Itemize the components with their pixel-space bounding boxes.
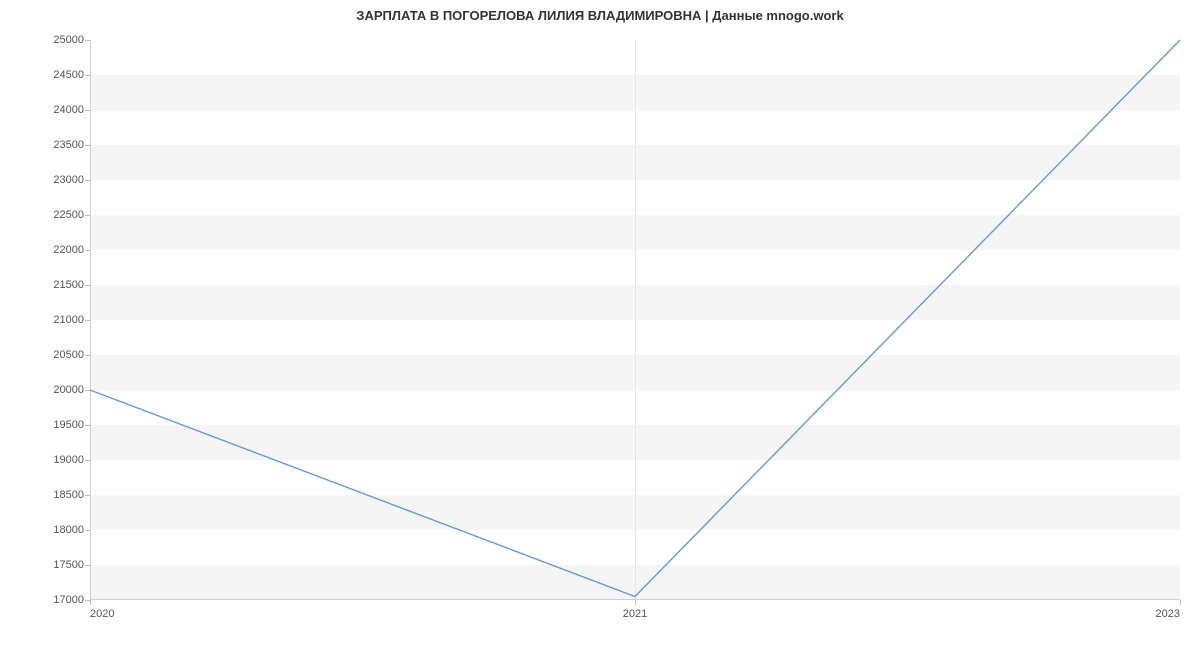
y-tick-label: 23000 (53, 174, 84, 186)
x-tick-label: 2021 (623, 608, 647, 620)
y-tick-label: 22000 (53, 244, 84, 256)
y-tick-label: 18500 (53, 489, 84, 501)
y-tick-label: 17000 (53, 594, 84, 606)
y-tick-label: 19000 (53, 454, 84, 466)
x-tick-mark (635, 600, 636, 605)
plot-area: 1700017500180001850019000195002000020500… (90, 40, 1180, 600)
x-tick-mark (1180, 600, 1181, 605)
salary-line-chart: ЗАРПЛАТА В ПОГОРЕЛОВА ЛИЛИЯ ВЛАДИМИРОВНА… (0, 0, 1200, 650)
y-tick-label: 24500 (53, 69, 84, 81)
y-tick-label: 22500 (53, 209, 84, 221)
series-salary (90, 40, 1180, 597)
line-layer (90, 40, 1180, 600)
chart-title: ЗАРПЛАТА В ПОГОРЕЛОВА ЛИЛИЯ ВЛАДИМИРОВНА… (0, 0, 1200, 23)
y-tick-label: 21000 (53, 314, 84, 326)
y-tick-label: 17500 (53, 559, 84, 571)
y-tick-label: 18000 (53, 524, 84, 536)
x-tick-label: 2023 (1156, 608, 1180, 620)
y-tick-label: 21500 (53, 279, 84, 291)
x-tick-label: 2020 (90, 608, 114, 620)
y-tick-label: 23500 (53, 139, 84, 151)
y-tick-label: 20000 (53, 384, 84, 396)
y-tick-label: 19500 (53, 419, 84, 431)
y-tick-label: 25000 (53, 34, 84, 46)
y-tick-label: 20500 (53, 349, 84, 361)
y-tick-label: 24000 (53, 104, 84, 116)
x-tick-mark (90, 600, 91, 605)
